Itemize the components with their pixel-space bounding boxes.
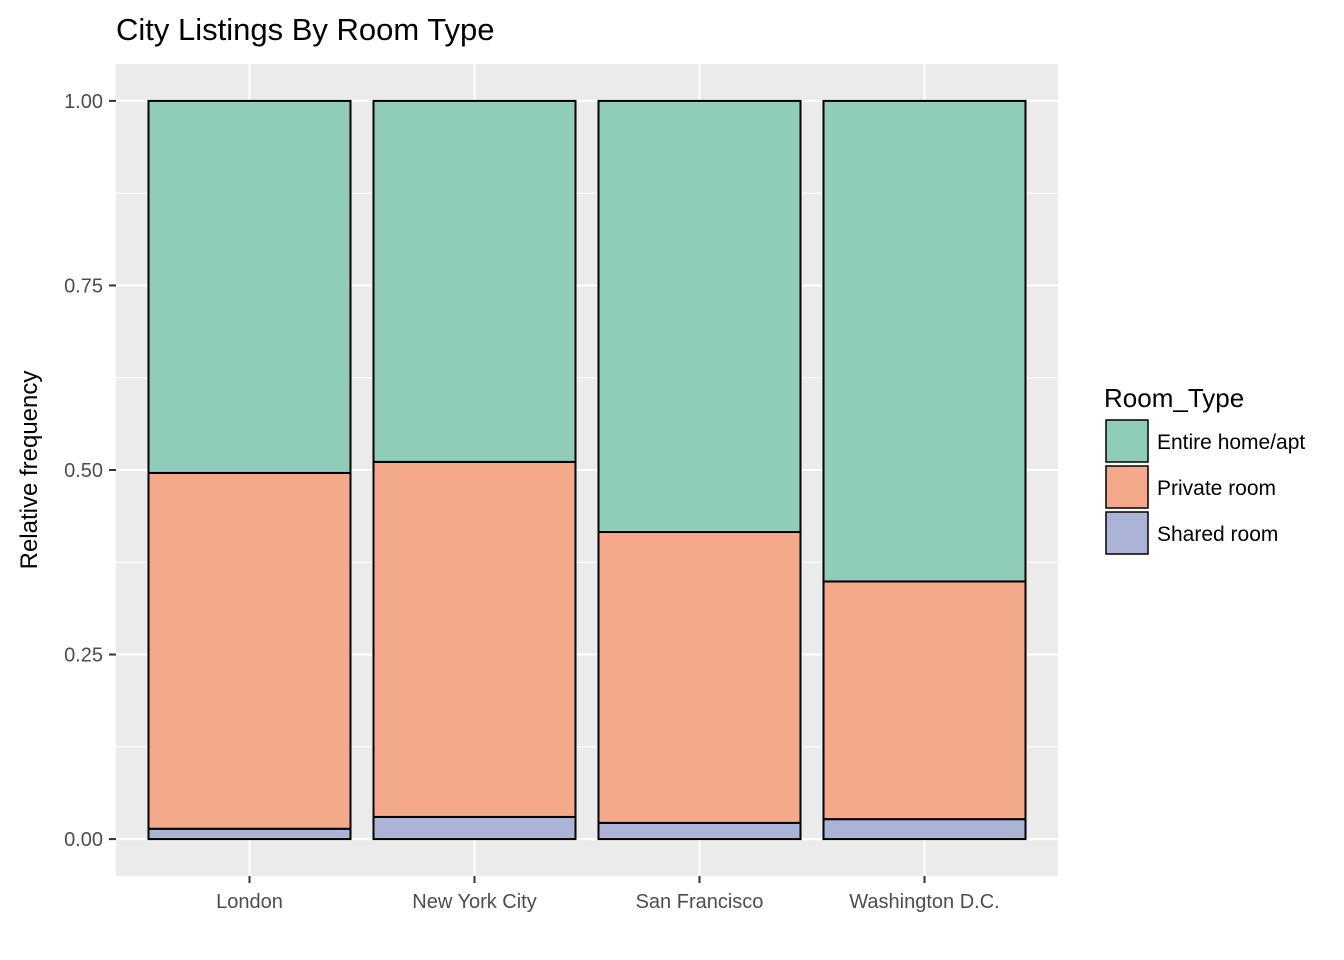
legend-label: Entire home/apt [1157, 431, 1305, 454]
bar-segment [822, 99, 1027, 583]
bar-segment [597, 531, 802, 824]
bar-segment [372, 815, 577, 841]
legend-label: Private room [1157, 477, 1276, 500]
legend-title: Room_Type [1104, 383, 1244, 413]
bar-segment [597, 821, 802, 841]
x-axis: London New York City San Francisco Washingt… [216, 876, 1000, 913]
y-tick-label: 0.25 [64, 645, 103, 667]
y-axis: 0.00 0.25 0.50 0.75 1.00 [64, 91, 116, 851]
bars [147, 99, 1027, 841]
x-tick-label: London [216, 891, 283, 913]
chart-title: City Listings By Room Type [116, 12, 494, 47]
legend-swatch [1105, 419, 1149, 463]
bar-segment [597, 99, 802, 534]
legend-swatch [1105, 511, 1149, 555]
legend: Room_Type Entire home/apt Private room Sha… [1104, 383, 1305, 555]
y-axis-title: Relative frequency [16, 371, 43, 570]
bar-segment [147, 99, 352, 474]
bar-segment [372, 99, 577, 463]
bar-segment [147, 471, 352, 830]
bar-segment [822, 580, 1027, 821]
x-tick-label: Washington D.C. [849, 891, 999, 913]
bar-segment [372, 460, 577, 818]
y-tick-label: 0.00 [64, 829, 103, 851]
y-tick-label: 0.50 [64, 460, 103, 482]
x-tick-label: New York City [412, 891, 537, 913]
legend-swatch [1105, 465, 1149, 509]
bar-segment [822, 818, 1027, 841]
x-tick-label: San Francisco [636, 891, 764, 913]
bar-segment [147, 827, 352, 841]
y-tick-label: 0.75 [64, 275, 103, 297]
y-tick-label: 1.00 [64, 91, 103, 113]
legend-label: Shared room [1157, 523, 1278, 546]
